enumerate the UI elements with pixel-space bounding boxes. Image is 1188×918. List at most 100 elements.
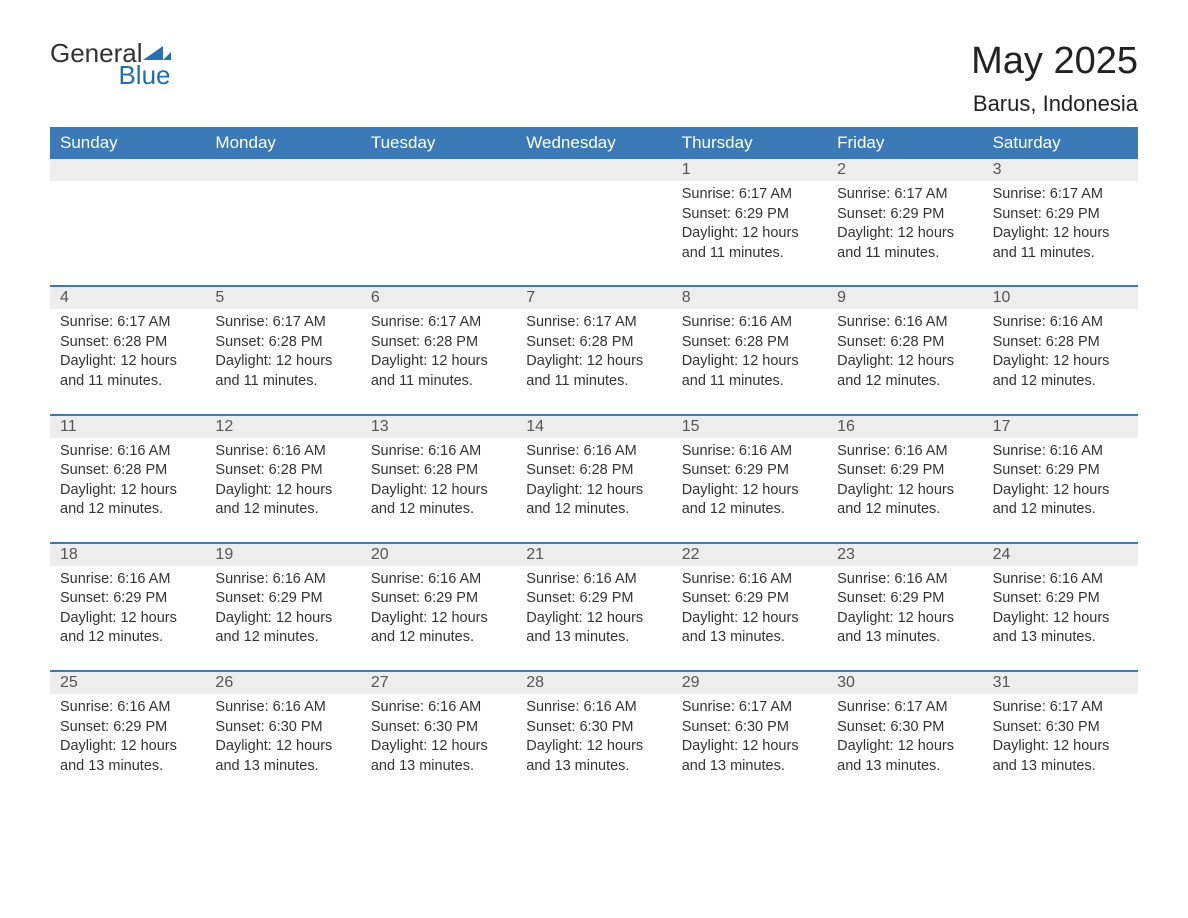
sunrise-text: Sunrise: 6:16 AM xyxy=(215,570,350,590)
day-number: 9 xyxy=(827,287,982,309)
day-number: 22 xyxy=(672,544,827,566)
daylight-text: Daylight: 12 hours and 11 minutes. xyxy=(993,224,1128,263)
day-number: 27 xyxy=(361,672,516,694)
daylight-text: Daylight: 12 hours and 12 minutes. xyxy=(60,609,195,648)
sunrise-text: Sunrise: 6:16 AM xyxy=(371,698,506,718)
sunset-text: Sunset: 6:28 PM xyxy=(60,333,195,353)
daylight-text: Daylight: 12 hours and 12 minutes. xyxy=(993,481,1128,520)
day-cell: Sunrise: 6:16 AMSunset: 6:29 PMDaylight:… xyxy=(672,438,827,542)
day-number: 15 xyxy=(672,416,827,438)
day-cell: Sunrise: 6:17 AMSunset: 6:29 PMDaylight:… xyxy=(672,181,827,285)
daylight-text: Daylight: 12 hours and 13 minutes. xyxy=(60,737,195,776)
day-cell: Sunrise: 6:16 AMSunset: 6:28 PMDaylight:… xyxy=(205,438,360,542)
daylight-text: Daylight: 12 hours and 11 minutes. xyxy=(837,224,972,263)
sunrise-text: Sunrise: 6:16 AM xyxy=(60,698,195,718)
sunset-text: Sunset: 6:29 PM xyxy=(682,589,817,609)
day-cell: Sunrise: 6:16 AMSunset: 6:30 PMDaylight:… xyxy=(516,694,671,798)
day-cell: Sunrise: 6:16 AMSunset: 6:28 PMDaylight:… xyxy=(827,309,982,413)
weeks-container: 123Sunrise: 6:17 AMSunset: 6:29 PMDaylig… xyxy=(50,159,1138,798)
sunset-text: Sunset: 6:29 PM xyxy=(993,461,1128,481)
sunrise-text: Sunrise: 6:16 AM xyxy=(60,442,195,462)
day-number: 23 xyxy=(827,544,982,566)
day-number: 25 xyxy=(50,672,205,694)
week-row: 25262728293031Sunrise: 6:16 AMSunset: 6:… xyxy=(50,670,1138,798)
sunset-text: Sunset: 6:29 PM xyxy=(60,718,195,738)
sunrise-text: Sunrise: 6:17 AM xyxy=(682,185,817,205)
daylight-text: Daylight: 12 hours and 12 minutes. xyxy=(215,481,350,520)
day-number xyxy=(361,159,516,181)
weekday-header: Sunday Monday Tuesday Wednesday Thursday… xyxy=(50,127,1138,159)
sunrise-text: Sunrise: 6:16 AM xyxy=(526,570,661,590)
sunset-text: Sunset: 6:29 PM xyxy=(682,205,817,225)
sunset-text: Sunset: 6:30 PM xyxy=(993,718,1128,738)
daylight-text: Daylight: 12 hours and 12 minutes. xyxy=(526,481,661,520)
sunrise-text: Sunrise: 6:16 AM xyxy=(682,570,817,590)
day-number: 29 xyxy=(672,672,827,694)
sunset-text: Sunset: 6:30 PM xyxy=(371,718,506,738)
sunrise-text: Sunrise: 6:17 AM xyxy=(526,313,661,333)
weekday-tuesday: Tuesday xyxy=(361,127,516,159)
week-row: 123Sunrise: 6:17 AMSunset: 6:29 PMDaylig… xyxy=(50,159,1138,285)
day-cell xyxy=(516,181,671,285)
day-number xyxy=(50,159,205,181)
sunset-text: Sunset: 6:29 PM xyxy=(837,205,972,225)
day-number: 17 xyxy=(983,416,1138,438)
day-number: 26 xyxy=(205,672,360,694)
day-cell: Sunrise: 6:16 AMSunset: 6:28 PMDaylight:… xyxy=(983,309,1138,413)
day-cell xyxy=(205,181,360,285)
logo-text: General Blue xyxy=(50,40,171,88)
daylight-text: Daylight: 12 hours and 13 minutes. xyxy=(682,737,817,776)
day-cell xyxy=(361,181,516,285)
day-number xyxy=(516,159,671,181)
day-cell: Sunrise: 6:16 AMSunset: 6:30 PMDaylight:… xyxy=(361,694,516,798)
daylight-text: Daylight: 12 hours and 11 minutes. xyxy=(215,352,350,391)
day-cell: Sunrise: 6:16 AMSunset: 6:28 PMDaylight:… xyxy=(516,438,671,542)
day-cell: Sunrise: 6:16 AMSunset: 6:28 PMDaylight:… xyxy=(672,309,827,413)
sunrise-text: Sunrise: 6:16 AM xyxy=(993,570,1128,590)
sunrise-text: Sunrise: 6:16 AM xyxy=(837,570,972,590)
day-number: 1 xyxy=(672,159,827,181)
day-number: 31 xyxy=(983,672,1138,694)
daylight-text: Daylight: 12 hours and 13 minutes. xyxy=(371,737,506,776)
page-header: General Blue May 2025 Barus, Indonesia xyxy=(50,40,1138,117)
sunset-text: Sunset: 6:28 PM xyxy=(215,333,350,353)
day-cell: Sunrise: 6:16 AMSunset: 6:29 PMDaylight:… xyxy=(205,566,360,670)
weekday-thursday: Thursday xyxy=(672,127,827,159)
day-number: 28 xyxy=(516,672,671,694)
sunset-text: Sunset: 6:30 PM xyxy=(837,718,972,738)
daylight-text: Daylight: 12 hours and 13 minutes. xyxy=(526,737,661,776)
sunset-text: Sunset: 6:29 PM xyxy=(993,205,1128,225)
sunset-text: Sunset: 6:29 PM xyxy=(215,589,350,609)
week-body: Sunrise: 6:16 AMSunset: 6:29 PMDaylight:… xyxy=(50,566,1138,670)
daylight-text: Daylight: 12 hours and 12 minutes. xyxy=(837,352,972,391)
day-number-bar: 45678910 xyxy=(50,287,1138,309)
daylight-text: Daylight: 12 hours and 12 minutes. xyxy=(371,609,506,648)
week-body: Sunrise: 6:17 AMSunset: 6:29 PMDaylight:… xyxy=(50,181,1138,285)
sunrise-text: Sunrise: 6:17 AM xyxy=(371,313,506,333)
sunrise-text: Sunrise: 6:17 AM xyxy=(837,698,972,718)
sunset-text: Sunset: 6:29 PM xyxy=(526,589,661,609)
sunset-text: Sunset: 6:28 PM xyxy=(60,461,195,481)
sunset-text: Sunset: 6:29 PM xyxy=(682,461,817,481)
sunset-text: Sunset: 6:28 PM xyxy=(993,333,1128,353)
daylight-text: Daylight: 12 hours and 13 minutes. xyxy=(993,609,1128,648)
sunrise-text: Sunrise: 6:16 AM xyxy=(682,442,817,462)
day-cell: Sunrise: 6:17 AMSunset: 6:30 PMDaylight:… xyxy=(672,694,827,798)
daylight-text: Daylight: 12 hours and 11 minutes. xyxy=(60,352,195,391)
weekday-wednesday: Wednesday xyxy=(516,127,671,159)
calendar: Sunday Monday Tuesday Wednesday Thursday… xyxy=(50,127,1138,798)
sunset-text: Sunset: 6:29 PM xyxy=(837,589,972,609)
day-number xyxy=(205,159,360,181)
day-cell: Sunrise: 6:16 AMSunset: 6:29 PMDaylight:… xyxy=(516,566,671,670)
sunset-text: Sunset: 6:30 PM xyxy=(682,718,817,738)
day-number: 10 xyxy=(983,287,1138,309)
week-body: Sunrise: 6:17 AMSunset: 6:28 PMDaylight:… xyxy=(50,309,1138,413)
day-cell: Sunrise: 6:17 AMSunset: 6:28 PMDaylight:… xyxy=(361,309,516,413)
day-number: 24 xyxy=(983,544,1138,566)
day-number: 5 xyxy=(205,287,360,309)
week-body: Sunrise: 6:16 AMSunset: 6:28 PMDaylight:… xyxy=(50,438,1138,542)
day-cell: Sunrise: 6:16 AMSunset: 6:29 PMDaylight:… xyxy=(50,694,205,798)
daylight-text: Daylight: 12 hours and 12 minutes. xyxy=(60,481,195,520)
day-cell: Sunrise: 6:17 AMSunset: 6:30 PMDaylight:… xyxy=(827,694,982,798)
day-number-bar: 25262728293031 xyxy=(50,672,1138,694)
